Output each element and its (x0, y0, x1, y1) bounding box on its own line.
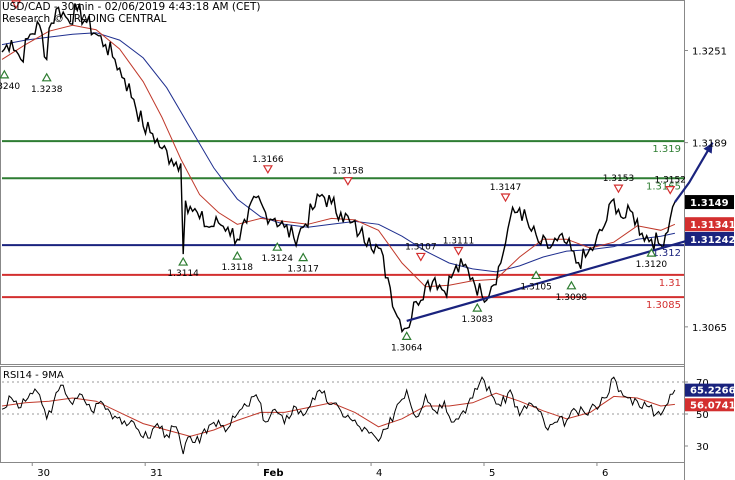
peak-label: 1.3153 (603, 174, 635, 184)
chart-source: Research © TRADING CENTRAL (2, 13, 167, 25)
peak-label: 1.3166 (252, 155, 284, 165)
peak-label: 1.3107 (405, 242, 437, 252)
trough-label: 1.3118 (222, 263, 254, 273)
projection-arrow-line (674, 142, 714, 203)
time-tick-label: Feb (263, 468, 283, 479)
price-tick-label: 1.3065 (692, 323, 727, 334)
chart-title: USD/CAD - 30min - 02/06/2019 4:43:18 AM … (2, 1, 261, 13)
peak-label: 1.3111 (443, 237, 475, 247)
time-tick-label: 30 (37, 468, 50, 479)
chart-header: USD/CAD - 30min - 02/06/2019 4:43:18 AM … (2, 1, 261, 25)
time-tick-label: 31 (150, 468, 163, 479)
support-trendline (406, 235, 704, 322)
trough-marker (178, 256, 189, 266)
peak-label: 1.3147 (490, 183, 522, 193)
price-badge-label: 1.31242 (690, 235, 735, 246)
level-label: 1.3165 (646, 181, 681, 192)
price-badge (685, 217, 734, 232)
main-panel-frame (0, 0, 685, 365)
rsi-badge (685, 383, 734, 397)
trough-marker (472, 302, 483, 312)
trough-marker (401, 331, 412, 340)
time-tick-label: 6 (602, 468, 608, 479)
rsi-title: RSI14 - 9MA (3, 370, 64, 381)
trough-marker (0, 69, 10, 79)
trough-label: 1.3098 (556, 293, 588, 303)
trough-label: 1.3120 (636, 260, 668, 270)
trough-label: 1.3240 (0, 82, 20, 92)
trough-marker (272, 241, 283, 251)
trough-label: 1.3105 (520, 282, 552, 292)
trough-label: 1.3238 (31, 85, 63, 95)
peak-marker (415, 252, 426, 262)
trough-marker (232, 250, 243, 260)
price-badge-label: 1.3149 (690, 198, 729, 209)
projection-arrow-head (703, 142, 713, 154)
rsi-badge-label: 65.2266 (690, 386, 735, 397)
rsi-tick-label: 70 (696, 378, 709, 389)
peak-label: 1.3158 (332, 167, 364, 177)
price-badge-label: 1.31341 (690, 220, 735, 231)
level-label: 1.319 (652, 144, 681, 155)
level-label: 1.31 (659, 278, 681, 289)
trough-label: 1.3114 (167, 269, 199, 279)
peak-marker (665, 186, 676, 195)
trough-label: 1.3083 (462, 315, 494, 325)
trough-marker (531, 270, 542, 280)
level-label: 1.3085 (646, 300, 681, 311)
trough-label: 1.3117 (287, 265, 319, 275)
time-tick-label: 5 (489, 468, 495, 479)
price-badge (685, 231, 734, 246)
peak-marker (11, 0, 22, 10)
peak-marker (342, 177, 353, 186)
rsi-badge-label: 56.0741 (690, 400, 735, 411)
ma-fast-line (1, 24, 676, 288)
peak-marker (262, 165, 273, 175)
price-badge (685, 195, 734, 210)
price-tick-label: 1.3189 (692, 139, 727, 150)
rsi-line (1, 376, 676, 455)
rsi-tick-label: 50 (696, 410, 709, 421)
peak-marker (613, 184, 624, 194)
rsi-ma-line (1, 392, 675, 437)
trough-marker (566, 280, 577, 290)
trough-label: 1.3064 (391, 343, 423, 353)
peak-marker (453, 246, 464, 256)
price-tick-label: 1.3251 (692, 47, 727, 58)
price-line (1, 3, 676, 334)
time-tick-label: 4 (376, 468, 382, 479)
ma-slow-line (1, 32, 676, 273)
trough-label: 1.3124 (262, 254, 294, 264)
trough-marker (41, 72, 52, 82)
rsi-tick-label: 30 (696, 442, 709, 453)
trough-marker (646, 247, 657, 257)
trough-marker (298, 252, 309, 262)
level-label: 1.312 (652, 248, 681, 259)
peak-marker (500, 193, 511, 203)
rsi-badge (685, 398, 734, 412)
peak-label: 1.3152 (654, 176, 686, 186)
